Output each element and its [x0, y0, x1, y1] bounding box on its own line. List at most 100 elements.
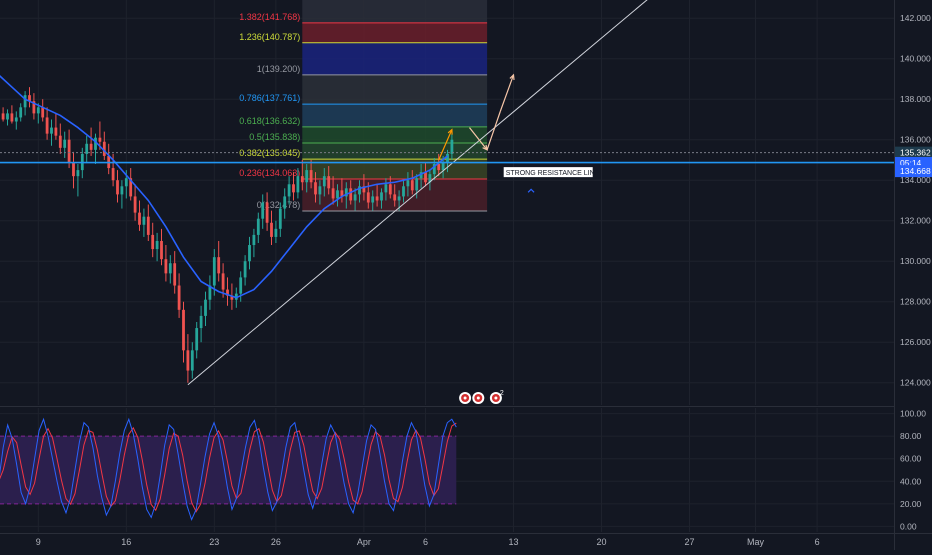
fibonacci-level-label: 1(139.200)	[257, 64, 301, 74]
candle-body	[230, 295, 234, 300]
candle-body	[186, 350, 190, 371]
candle-body	[437, 164, 441, 171]
oscillator-tick-label: 80.00	[900, 431, 922, 441]
candle-body	[261, 202, 265, 219]
fibonacci-level-label: 0(132.478)	[257, 200, 301, 210]
candle-body	[287, 184, 291, 197]
event-icon-dot	[494, 396, 498, 400]
candle-body	[199, 315, 203, 329]
candle-body	[168, 263, 172, 274]
time-tick-label: 13	[508, 537, 518, 547]
candle-body	[19, 107, 23, 118]
trendline	[187, 0, 648, 386]
price-tick-label: 128.000	[900, 297, 931, 307]
candle-body	[138, 212, 141, 225]
time-tick-label: 26	[271, 537, 281, 547]
candle-body	[133, 196, 137, 213]
candle-body	[305, 170, 309, 183]
price-tick-label: 126.000	[900, 337, 931, 347]
moving-average	[0, 75, 449, 299]
candle-body	[424, 172, 427, 183]
candle-body	[89, 143, 93, 150]
price-badge	[895, 165, 932, 178]
time-tick-label: Apr	[357, 537, 371, 547]
candle-body	[155, 240, 159, 250]
candle-body	[252, 234, 256, 246]
candle-body	[23, 95, 27, 108]
price-badge-label: 135.362	[900, 148, 931, 158]
candle-body	[327, 176, 331, 189]
candle-body	[380, 192, 383, 201]
candle-body	[234, 293, 238, 300]
time-tick-label: May	[747, 537, 765, 547]
candle-body	[36, 107, 40, 114]
oscillator-band	[0, 436, 457, 504]
candle-body	[243, 261, 247, 278]
candle-body	[270, 222, 273, 237]
time-tick-label: 9	[36, 537, 41, 547]
candle-body	[226, 289, 229, 296]
price-badge-label: 05:14	[900, 158, 922, 168]
candle-body	[344, 188, 348, 197]
candle-body	[45, 117, 49, 134]
fibonacci-level-label: 0.236(134.063)	[239, 168, 300, 178]
candle-body	[146, 216, 150, 235]
candle-body	[322, 176, 326, 187]
candle-body	[402, 186, 405, 197]
candle-body	[349, 188, 353, 201]
candle-body	[63, 139, 67, 148]
candle-body	[160, 240, 163, 260]
oscillator-tick-label: 40.00	[900, 476, 922, 486]
fibonacci-zone	[302, 74, 488, 105]
candle-body	[248, 245, 251, 262]
candle-body	[406, 180, 410, 187]
candle-body	[358, 186, 361, 195]
fibonacci-zone	[302, 0, 488, 23]
candle-body	[129, 178, 133, 197]
price-tick-label: 136.000	[900, 135, 931, 145]
candle-body	[221, 273, 225, 290]
candle-body	[50, 127, 53, 134]
oscillator-tick-label: 100.00	[900, 409, 926, 419]
candle-body	[58, 135, 62, 148]
candle-body	[384, 184, 388, 193]
candle-body	[353, 194, 357, 201]
candle-body	[446, 153, 449, 162]
time-tick-label: 16	[121, 537, 131, 547]
candle-body	[300, 176, 304, 183]
fibonacci-zone	[302, 22, 488, 43]
candle-body	[1, 113, 5, 120]
projection-arrow-head	[509, 73, 515, 80]
candle-body	[72, 162, 75, 177]
time-tick-label: 6	[815, 537, 820, 547]
resistance-label: STRONG RESISTANCE LINE	[506, 170, 600, 177]
candle-body	[182, 309, 185, 351]
candle-body	[331, 188, 335, 199]
fibonacci-zone	[302, 126, 488, 144]
time-tick-label: 6	[423, 537, 428, 547]
candle-body	[441, 162, 445, 171]
candle-body	[314, 182, 317, 195]
candle-body	[28, 95, 31, 102]
candle-body	[283, 196, 287, 209]
candle-body	[173, 263, 177, 286]
time-tick-label: 20	[596, 537, 606, 547]
candle-body	[419, 172, 423, 179]
fibonacci-level-label: 0.5(135.838)	[249, 132, 300, 142]
candle-body	[204, 299, 207, 316]
event-icon-dot	[476, 396, 480, 400]
candle-body	[41, 107, 45, 118]
price-axis-background	[894, 0, 932, 550]
candle-body	[274, 228, 278, 237]
candle-body	[393, 194, 397, 201]
candle-body	[120, 186, 124, 195]
candle-body	[296, 176, 300, 193]
price-tick-label: 130.000	[900, 256, 931, 266]
candle-body	[265, 202, 269, 223]
candle-body	[177, 285, 181, 310]
candle-body	[151, 234, 155, 250]
candle-body	[14, 117, 18, 122]
candle-body	[397, 196, 401, 201]
